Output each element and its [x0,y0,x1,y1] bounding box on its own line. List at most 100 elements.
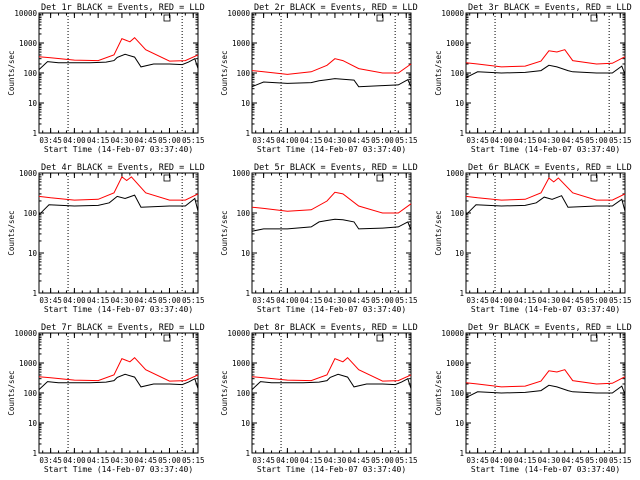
x-tick-label: 03:45 [252,456,275,465]
y-tick-label: 1 [459,449,464,458]
y-axis-title: Counts/sec [220,210,229,255]
events-series-line [38,53,199,70]
x-tick-label: 04:00 [63,296,86,305]
legend-box [376,14,384,22]
y-tick-label: 1000 [232,169,251,178]
lld-series-line [38,176,199,201]
y-tick-label: 10 [241,419,251,428]
x-tick-label: 04:30 [538,136,561,145]
chart-panel-4: Det 4r BLACK = Events, RED = LLD 1 10 100 10… [7,163,205,314]
x-tick-label: 04:00 [490,296,513,305]
x-tick-label: 03:45 [39,456,62,465]
chart-title: Det 3r BLACK = Events, RED = LLD [468,3,632,13]
y-tick-label: 10 [455,99,465,108]
x-tick-label: 04:45 [347,456,370,465]
y-tick-label: 10000 [441,329,464,338]
x-tick-label: 05:00 [371,456,394,465]
y-tick-label: 100 [450,209,464,218]
x-tick-label: 05:00 [585,136,608,145]
x-tick-label: 04:15 [87,456,110,465]
y-tick-label: 10000 [227,9,250,18]
events-series-line [38,194,199,216]
y-tick-label: 1000 [19,169,38,178]
legend-box [376,334,384,342]
chart-panel-2: Det 2r BLACK = Events, RED = LLD 1 10 100 10… [220,3,418,154]
y-tick-label: 1 [32,449,37,458]
y-tick-label: 1 [245,289,250,298]
x-tick-label: 05:15 [395,296,418,305]
legend-box [163,334,171,342]
events-series-line [251,218,412,232]
y-axis-title: Counts/sec [434,50,443,95]
plot-frame [38,172,199,294]
y-tick-label: 10 [241,249,251,258]
y-axis-title: Counts/sec [220,370,229,415]
x-tick-label: 04:15 [87,296,110,305]
x-tick-label: 05:15 [609,456,632,465]
x-tick-label: 05:15 [609,296,632,305]
x-tick-label: 04:45 [134,456,157,465]
chart-title: Det 1r BLACK = Events, RED = LLD [41,3,205,13]
y-tick-label: 1 [459,129,464,138]
x-axis-title: Start Time (14-Feb-07 03:37:40) [44,465,193,474]
x-tick-label: 04:30 [111,136,134,145]
chart-panel-5: Det 5r BLACK = Events, RED = LLD 1 10 100 10… [220,163,418,314]
events-series-line [251,373,412,390]
y-tick-label: 1000 [19,359,38,368]
legend-box [590,334,598,342]
y-tick-label: 10000 [14,329,37,338]
x-tick-label: 04:15 [300,136,323,145]
x-tick-label: 04:00 [63,456,86,465]
chart-panel-6: Det 6r BLACK = Events, RED = LLD 1 10 100 10… [434,163,632,314]
y-tick-label: 1000 [232,39,251,48]
y-tick-label: 10000 [227,329,250,338]
y-tick-label: 1000 [446,169,465,178]
y-tick-label: 10 [455,249,465,258]
y-tick-label: 10 [455,419,465,428]
y-tick-label: 1 [32,289,37,298]
y-tick-label: 1 [459,289,464,298]
chart-panel-1: Det 1r BLACK = Events, RED = LLD 1 10 100 10… [7,3,205,154]
lld-series-line [251,357,412,382]
x-axis-title: Start Time (14-Feb-07 03:37:40) [44,145,193,154]
y-axis-title: Counts/sec [220,50,229,95]
plot-frame [38,12,199,134]
y-tick-label: 10000 [441,9,464,18]
y-axis-title: Counts/sec [434,210,443,255]
chart-panel-7: Det 7r BLACK = Events, RED = LLD 1 10 100 10… [7,323,205,474]
x-tick-label: 03:45 [39,296,62,305]
lld-series-line [465,177,626,201]
x-tick-label: 03:45 [39,136,62,145]
x-tick-label: 04:00 [490,136,513,145]
lld-series-line [251,58,412,75]
y-axis-title: Counts/sec [434,370,443,415]
x-tick-label: 04:45 [347,296,370,305]
y-tick-label: 100 [236,209,250,218]
x-tick-label: 04:30 [111,296,134,305]
y-tick-label: 1000 [232,359,251,368]
legend-box [590,174,598,182]
x-tick-label: 04:00 [490,456,513,465]
x-tick-label: 04:45 [347,136,370,145]
chart-title: Det 4r BLACK = Events, RED = LLD [41,163,205,173]
y-tick-label: 100 [23,209,37,218]
x-tick-label: 03:45 [252,136,275,145]
x-tick-label: 05:15 [182,136,205,145]
legend-box [376,174,384,182]
y-tick-label: 100 [236,69,250,78]
chart-title: Det 5r BLACK = Events, RED = LLD [254,163,418,173]
lld-series-line [38,357,199,382]
chart-title: Det 2r BLACK = Events, RED = LLD [254,3,418,13]
chart-title: Det 7r BLACK = Events, RED = LLD [41,323,205,333]
y-tick-label: 10 [28,99,38,108]
y-tick-label: 100 [23,69,37,78]
lld-series-line [38,37,199,62]
x-tick-label: 04:30 [324,456,347,465]
x-tick-label: 03:45 [466,136,489,145]
events-series-line [465,64,626,79]
y-tick-label: 100 [450,69,464,78]
x-tick-label: 04:00 [63,136,86,145]
plot-frame [38,332,199,454]
x-tick-label: 04:00 [276,296,299,305]
chart-title: Det 8r BLACK = Events, RED = LLD [254,323,418,333]
